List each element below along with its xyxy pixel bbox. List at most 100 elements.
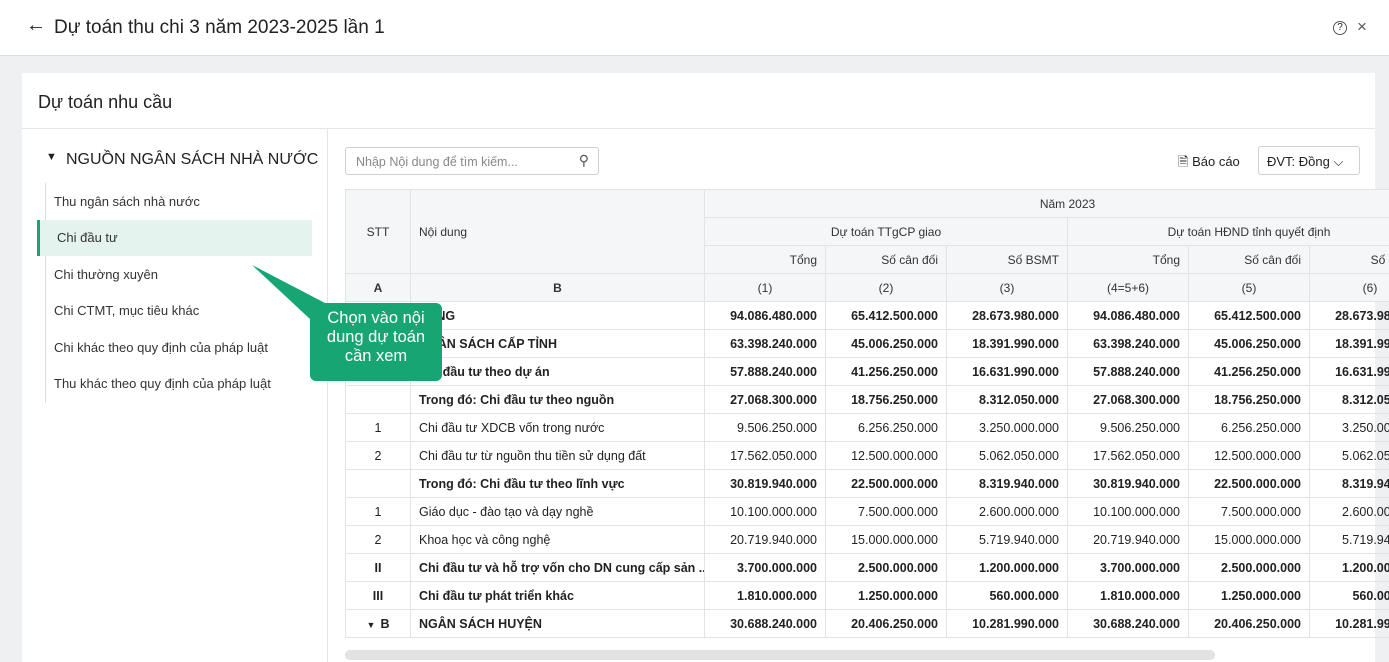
stt-cell: III (346, 582, 411, 610)
unit-select[interactable]: ĐVT: Đồng ⌵ (1258, 146, 1360, 175)
data-table: STTNội dungNăm 2023Dự toán TTgCP giaoDự … (345, 189, 1389, 638)
back-button[interactable]: ← (26, 14, 46, 37)
value-cell: 8.312.050.000 (1310, 386, 1389, 414)
value-cell: 6.256.250.000 (826, 414, 947, 442)
stt-text: 1 (375, 505, 382, 519)
content-cell: Trong đó: Chi đầu tư theo nguồn (411, 386, 705, 414)
report-button[interactable]: 🗎 Báo cáo (1178, 153, 1240, 175)
sidebar-item[interactable]: Thu khác theo quy định của pháp luật (45, 366, 312, 402)
panel-title: Dự toán nhu cầu (38, 92, 172, 113)
value-cell: 5.719.940.000 (1310, 526, 1389, 554)
stt-cell: ▼B (346, 610, 411, 638)
value-cell: 16.631.990.000 (947, 358, 1068, 386)
header-row: STTNội dungNăm 2023 (346, 190, 1389, 218)
value-cell: 28.673.980.000 (1310, 302, 1389, 330)
value-cell: 30.819.940.000 (705, 470, 826, 498)
value-cell: 6.256.250.000 (1189, 414, 1310, 442)
value-cell: 12.500.000.000 (1189, 442, 1310, 470)
index-cell: (6) (1310, 274, 1389, 302)
table-row[interactable]: 1Giáo dục - đào tạo và dạy nghề10.100.00… (346, 498, 1389, 526)
value-cell: 3.250.000.000 (947, 414, 1068, 442)
index-cell: A (346, 274, 411, 302)
value-cell: 1.810.000.000 (705, 582, 826, 610)
column-header: Số BSMT (947, 246, 1068, 274)
stt-cell: II (346, 554, 411, 582)
table-row[interactable]: 1 Chi đầu tư XDCB vốn trong nước9.506.250… (346, 414, 1389, 442)
table-row[interactable]: ▼BNGÂN SÁCH HUYỆN30.688.240.00020.406.25… (346, 610, 1389, 638)
value-cell: 5.062.050.000 (1310, 442, 1389, 470)
content-cell: Trong đó: Chi đầu tư theo lĩnh vực (411, 470, 705, 498)
stt-text: III (373, 589, 383, 603)
value-cell: 8.319.940.000 (1310, 470, 1389, 498)
value-cell: 41.256.250.000 (826, 358, 947, 386)
value-cell: 63.398.240.000 (1068, 330, 1189, 358)
sidebar-item[interactable]: Thu ngân sách nhà nước (45, 184, 312, 220)
value-cell: 20.406.250.000 (826, 610, 947, 638)
report-label: Báo cáo (1192, 154, 1240, 169)
stt-cell: 1 (346, 414, 411, 442)
index-cell: (3) (947, 274, 1068, 302)
value-cell: 45.006.250.000 (826, 330, 947, 358)
index-cell: (2) (826, 274, 947, 302)
value-cell: 1.250.000.000 (1189, 582, 1310, 610)
value-cell: 5.719.940.000 (947, 526, 1068, 554)
table-row[interactable]: NGÂN SÁCH CẤP TỈNH63.398.240.00045.006.2… (346, 330, 1389, 358)
column-header: Số cân đối (826, 246, 947, 274)
column-header: Số BSMT (1310, 246, 1389, 274)
value-cell: 1.200.000.000 (1310, 554, 1389, 582)
content-cell: Chi đầu tư phát triển khác (411, 582, 705, 610)
table-row[interactable]: IIChi đầu tư và hỗ trợ vốn cho DN cung c… (346, 554, 1389, 582)
column-header: Tổng (705, 246, 826, 274)
table-row[interactable]: 2Chi đầu tư từ nguồn thu tiền sử dụng đấ… (346, 442, 1389, 470)
table-row[interactable]: Trong đó: Chi đầu tư theo lĩnh vực30.819… (346, 470, 1389, 498)
table-row[interactable]: Trong đó: Chi đầu tư theo nguồn27.068.30… (346, 386, 1389, 414)
stt-text: 2 (375, 533, 382, 547)
value-cell: 1.200.000.000 (947, 554, 1068, 582)
collapse-icon[interactable]: ▼ (46, 151, 57, 163)
value-cell: 5.062.050.000 (947, 442, 1068, 470)
column-header: STT (346, 190, 411, 274)
close-button[interactable]: × (1357, 17, 1367, 37)
group-header: Dự toán HĐND tỉnh quyết định (1068, 218, 1389, 246)
sidebar-group[interactable]: NGUỒN NGÂN SÁCH NHÀ NƯỚC (66, 151, 318, 169)
content-cell: Chi đầu tư XDCB vốn trong nước (411, 414, 705, 442)
content-cell: Chi đầu tư và hỗ trợ vốn cho DN cung cấp… (411, 554, 705, 582)
value-cell: 3.700.000.000 (705, 554, 826, 582)
column-header: Nội dung (411, 190, 705, 274)
value-cell: 20.719.940.000 (1068, 526, 1189, 554)
value-cell: 22.500.000.000 (826, 470, 947, 498)
table-row[interactable]: Chi đầu tư theo dự án57.888.240.00041.25… (346, 358, 1389, 386)
value-cell: 1.810.000.000 (1068, 582, 1189, 610)
search-placeholder: Nhập Nội dung để tìm kiếm... (356, 155, 518, 169)
value-cell: 30.688.240.000 (705, 610, 826, 638)
value-cell: 3.700.000.000 (1068, 554, 1189, 582)
value-cell: 27.068.300.000 (705, 386, 826, 414)
sidebar-item[interactable]: Chi đầu tư (37, 220, 312, 256)
table-row[interactable]: IIIChi đầu tư phát triển khác1.810.000.0… (346, 582, 1389, 610)
help-icon[interactable]: ? (1333, 21, 1347, 35)
value-cell: 15.000.000.000 (1189, 526, 1310, 554)
value-cell: 65.412.500.000 (826, 302, 947, 330)
search-icon: ⚲ (579, 152, 589, 169)
value-cell: 2.500.000.000 (826, 554, 947, 582)
value-cell: 20.406.250.000 (1189, 610, 1310, 638)
table-row[interactable]: 2Khoa học và công nghệ20.719.940.00015.0… (346, 526, 1389, 554)
value-cell: 41.256.250.000 (1189, 358, 1310, 386)
value-cell: 57.888.240.000 (705, 358, 826, 386)
value-cell: 45.006.250.000 (1189, 330, 1310, 358)
search-input[interactable]: Nhập Nội dung để tìm kiếm... ⚲ (345, 147, 599, 175)
table-row[interactable]: TỔNG94.086.480.00065.412.500.00028.673.9… (346, 302, 1389, 330)
value-cell: 2.500.000.000 (1189, 554, 1310, 582)
stt-text: 1 (375, 421, 382, 435)
stt-text: B (380, 617, 389, 631)
value-cell: 7.500.000.000 (1189, 498, 1310, 526)
value-cell: 17.562.050.000 (705, 442, 826, 470)
column-header: Tổng (1068, 246, 1189, 274)
value-cell: 27.068.300.000 (1068, 386, 1189, 414)
value-cell: 9.506.250.000 (705, 414, 826, 442)
scrollbar[interactable] (345, 650, 1215, 660)
stt-cell: 2 (346, 442, 411, 470)
value-cell: 18.756.250.000 (1189, 386, 1310, 414)
index-cell: (4=5+6) (1068, 274, 1189, 302)
value-cell: 18.391.990.000 (1310, 330, 1389, 358)
